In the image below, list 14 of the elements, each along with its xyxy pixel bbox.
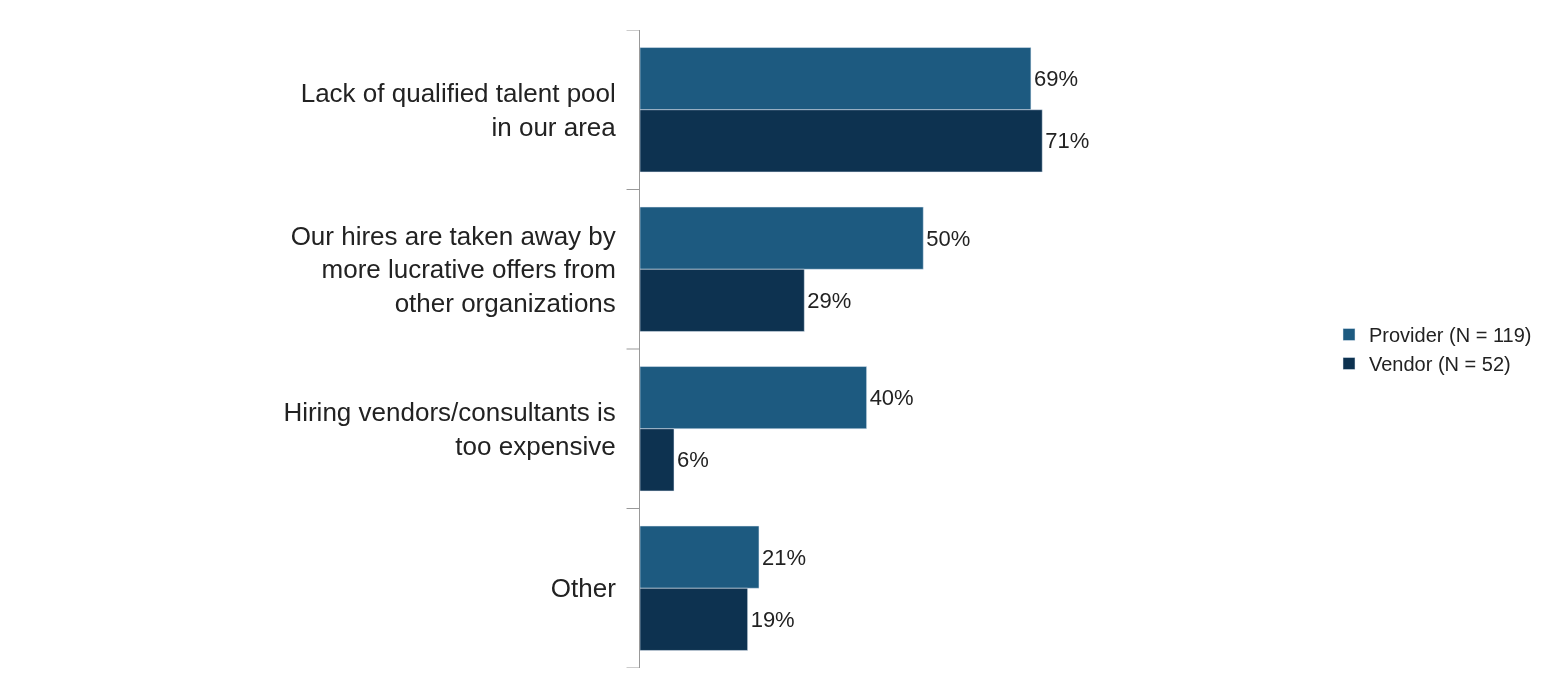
legend-label: Provider (N = 119): [1369, 324, 1532, 347]
data-label: 19%: [750, 606, 795, 632]
y-tick-label: Our hires are taken away by more lucrative offers from other organizations: [290, 220, 616, 319]
data-label: 29%: [807, 287, 852, 313]
data-label: 69%: [1033, 66, 1078, 92]
y-tick-label: Lack of qualified talent pool in our area: [300, 77, 617, 142]
data-label: 71%: [1045, 128, 1090, 154]
legend-label: Vendor (N = 52): [1369, 353, 1511, 376]
data-label: 21%: [761, 544, 807, 570]
data-label: 50%: [926, 225, 971, 251]
data-label: 6%: [676, 447, 709, 473]
y-tick-label: Other: [550, 573, 617, 604]
y-tick-label: Hiring vendors/consultants is too expensive: [283, 396, 616, 461]
data-label: 40%: [869, 385, 914, 411]
